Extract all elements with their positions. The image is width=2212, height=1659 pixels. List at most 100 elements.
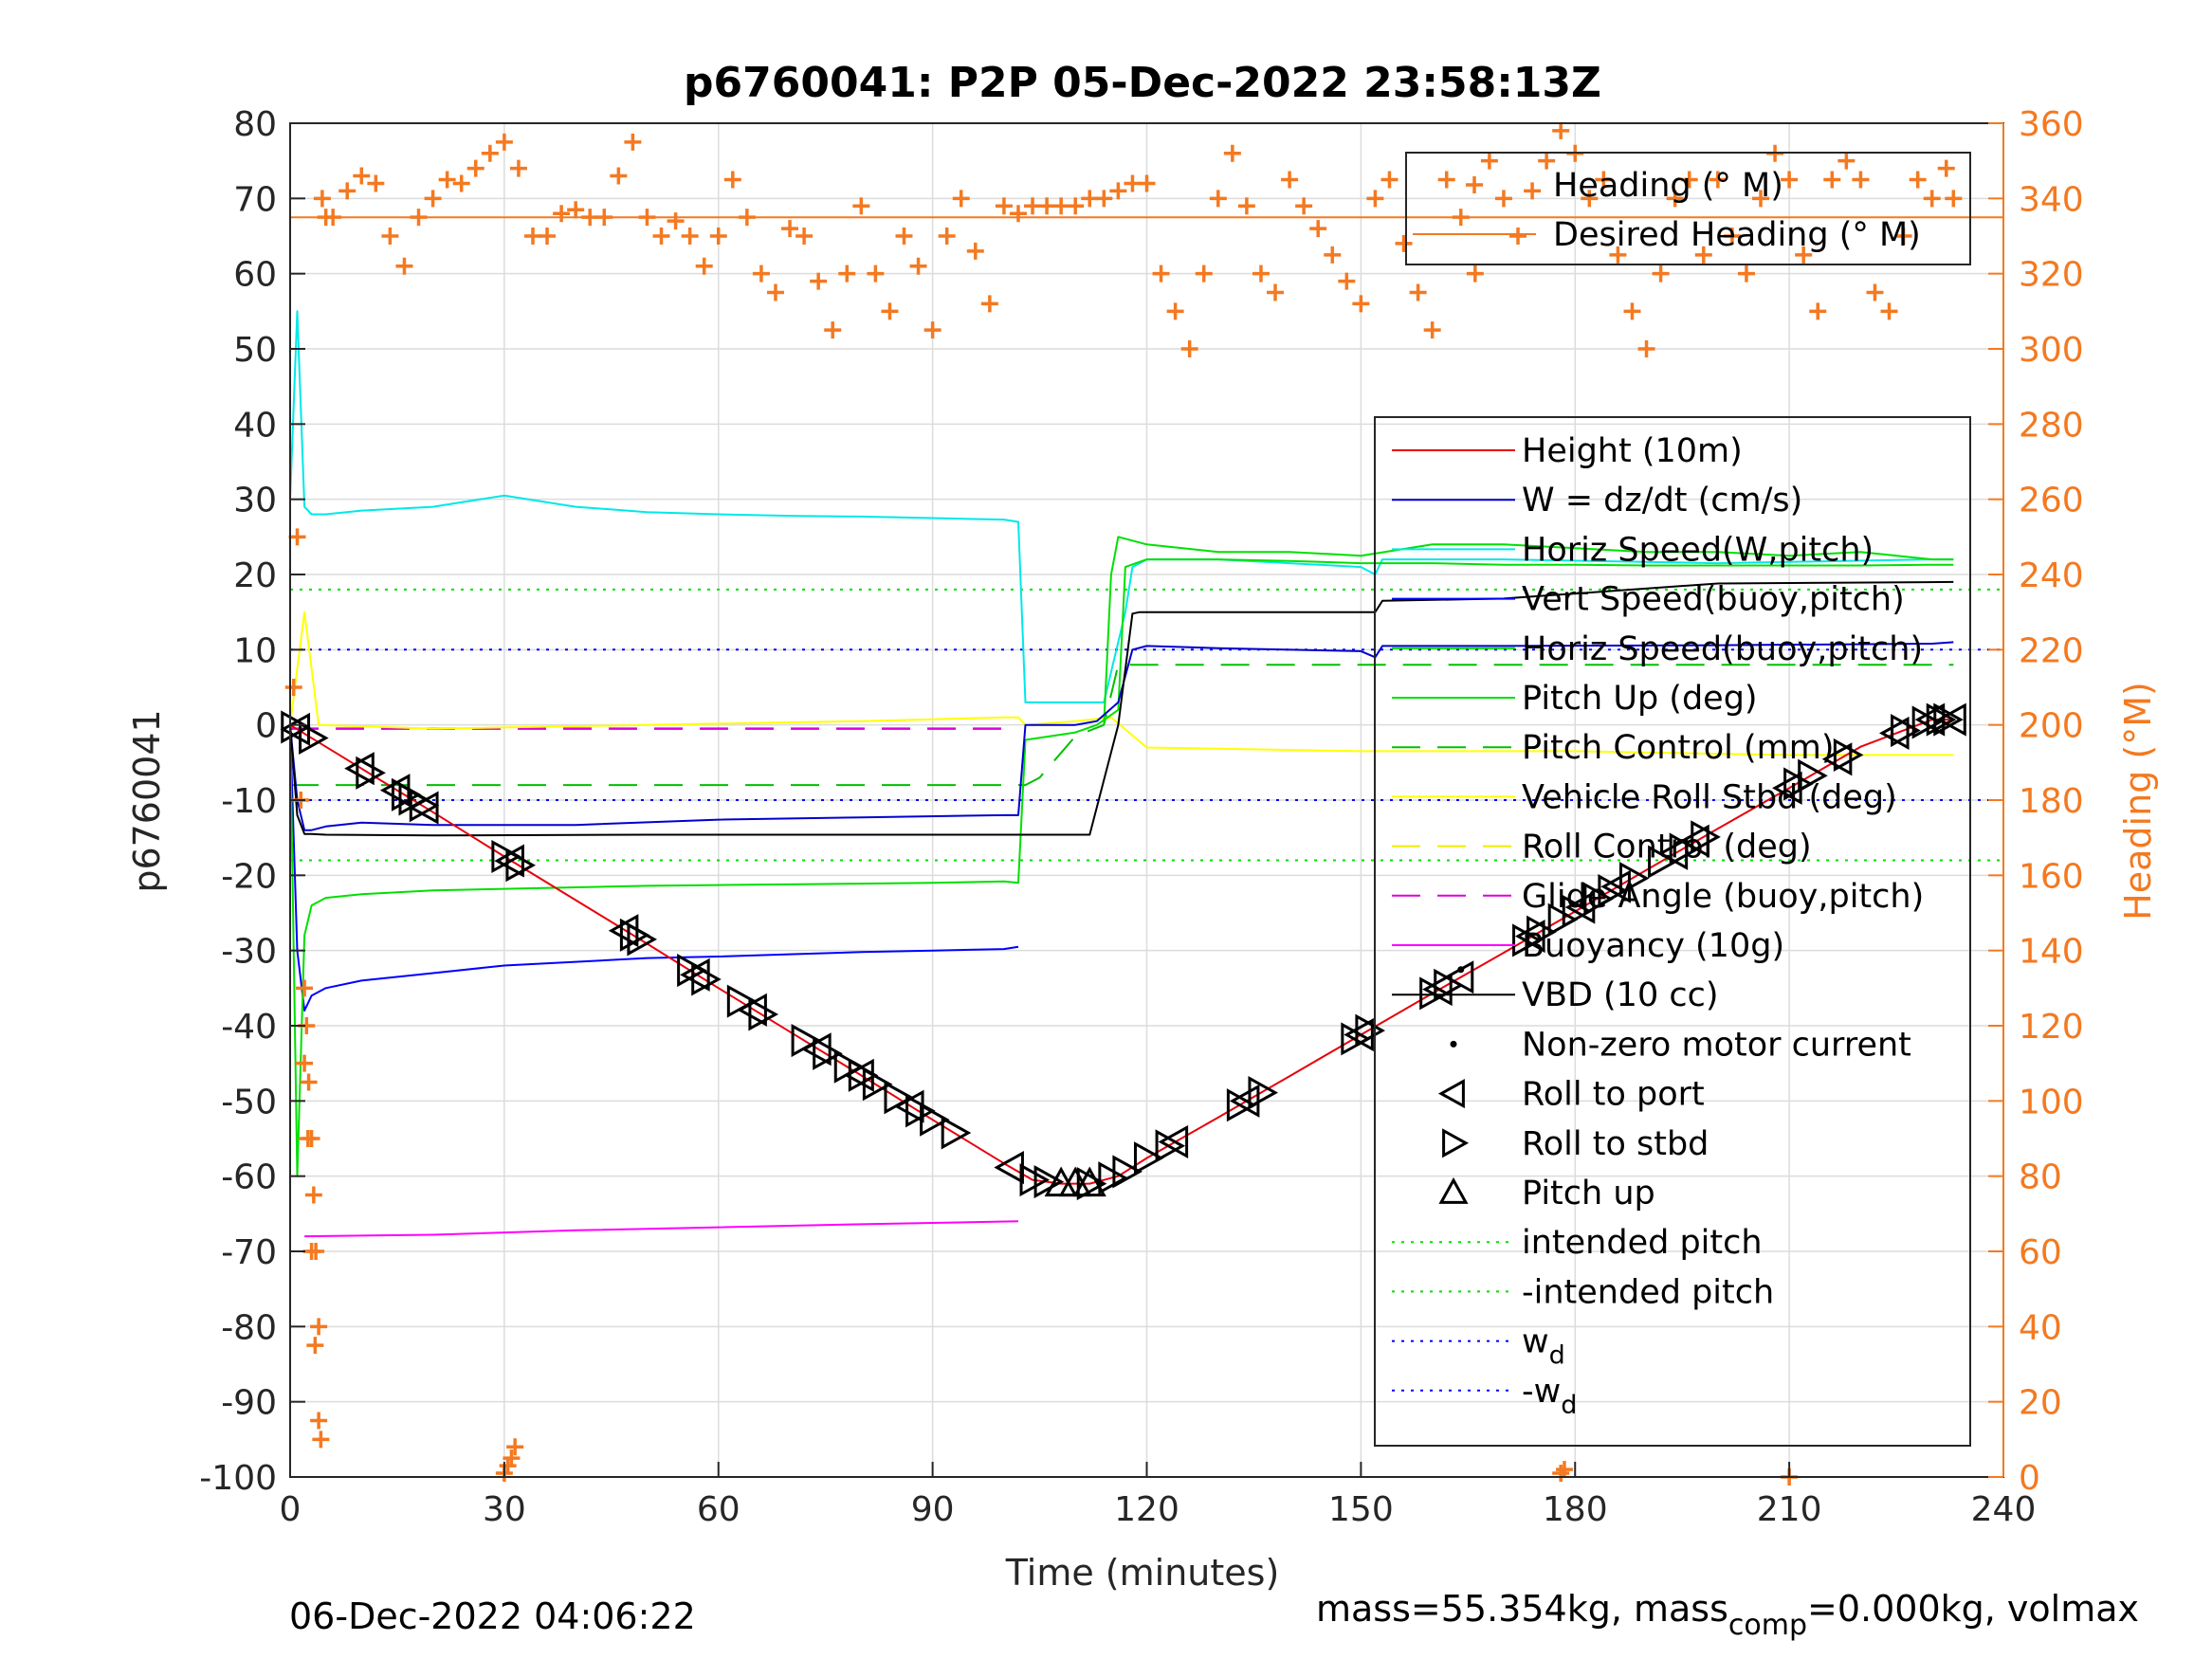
heading-point — [1209, 190, 1227, 208]
marker-tri-left — [494, 844, 524, 878]
heading-point — [1880, 302, 1898, 320]
heading-point — [1267, 283, 1285, 301]
x-tick-label: 120 — [1114, 1490, 1179, 1529]
series-w-dz-dt-cm-s — [289, 641, 1954, 831]
legend-entry: Vehicle Roll Stbd (deg) — [1522, 778, 1897, 816]
legend-entry-subscript: d — [1549, 1341, 1565, 1371]
legend-entry: Glide Angle (buoy,pitch) — [1522, 878, 1924, 916]
heading-point — [810, 272, 828, 290]
heading-point — [1437, 171, 1455, 189]
heading-outlier-point — [1552, 1465, 1570, 1483]
marker-tri-left — [1229, 1084, 1260, 1118]
heading-point — [867, 264, 885, 283]
marker-tri-right — [1547, 902, 1579, 937]
y2-tick-label: 360 — [2019, 105, 2084, 144]
heading-point — [1324, 246, 1342, 264]
series-vbd-10-cc — [289, 580, 1954, 837]
legend-entry-text: VBD (10 cc) — [1522, 976, 1719, 1014]
heading-point — [353, 167, 371, 185]
marker-tri-right — [1891, 713, 1921, 748]
heading-point — [1138, 174, 1156, 192]
heading-point — [1409, 283, 1427, 301]
y-tick-label: 50 — [233, 331, 277, 370]
heading-point — [1809, 302, 1827, 320]
heading-point — [852, 197, 870, 215]
heading-point — [367, 174, 385, 192]
y-tick-label: -50 — [221, 1083, 277, 1121]
y2-tick-label: 20 — [2019, 1384, 2062, 1423]
legend-entry: Pitch Up (deg) — [1522, 680, 1758, 718]
y2-tick-label: 280 — [2019, 406, 2084, 445]
marker-tri-right — [941, 1116, 972, 1150]
heading-point — [824, 321, 842, 339]
marker-tri-left — [801, 1032, 832, 1066]
legend-entry: Horiz Speed(buoy,pitch) — [1522, 630, 1923, 668]
y-tick-label: -70 — [221, 1233, 277, 1272]
heading-point — [306, 1337, 324, 1355]
heading-point — [652, 228, 670, 245]
y2-tick-label: 60 — [2019, 1233, 2062, 1272]
heading-outlier-point — [312, 1431, 330, 1449]
legend-entry-text: Pitch up — [1522, 1175, 1655, 1212]
x-tick-label: 60 — [697, 1490, 740, 1529]
heading-point — [681, 228, 699, 245]
marker-tri-left — [408, 791, 439, 825]
heading-point — [1009, 205, 1027, 223]
heading-point — [1595, 171, 1613, 189]
marker-tri-right — [1226, 1088, 1257, 1122]
legend-entry-text: Buoyancy (10g) — [1522, 927, 1784, 965]
marker-tri-right — [1598, 874, 1628, 908]
heading-point — [495, 133, 513, 151]
series-vehicle-roll-stbd-deg — [289, 611, 1954, 757]
heading-outlier-point — [310, 1318, 328, 1336]
heading-point — [1795, 246, 1813, 264]
marker-tri-left — [280, 712, 311, 746]
heading-legend-sample — [1466, 176, 1483, 193]
legend-entry: Roll to stbd — [1522, 1125, 1709, 1163]
y-tick-label: -30 — [221, 933, 277, 972]
x-tick-label: 90 — [911, 1490, 955, 1529]
y2-tick-label: 260 — [2019, 482, 2084, 520]
heading-point — [1124, 174, 1142, 192]
heading-point — [1309, 220, 1327, 238]
heading-point — [1024, 197, 1042, 215]
marker-tri-right — [491, 839, 521, 874]
heading-legend-entry: Heading (° M) — [1553, 167, 1783, 205]
x-tick-label: 180 — [1543, 1490, 1608, 1529]
heading-point — [1581, 190, 1599, 208]
marker-tri-up — [1072, 1166, 1106, 1197]
heading-point — [638, 209, 656, 227]
heading-point — [1623, 302, 1641, 320]
heading-legend-entry: Desired Heading (° M) — [1553, 216, 1921, 254]
heading-point — [980, 295, 998, 313]
heading-point — [1909, 171, 1927, 189]
marker-tri-left — [1422, 973, 1453, 1007]
y-tick-label: 60 — [233, 256, 277, 295]
marker-tri-right — [1098, 1161, 1128, 1195]
heading-point — [1923, 190, 1941, 208]
marker-tri-right — [1933, 702, 1964, 737]
y2-tick-label: 300 — [2019, 331, 2084, 370]
heading-point — [1823, 171, 1841, 189]
heading-point — [1281, 171, 1299, 189]
legend-entry-text: Roll to port — [1522, 1076, 1705, 1114]
heading-point — [410, 209, 428, 227]
heading-point — [1538, 152, 1556, 170]
series-height-10m — [289, 719, 1954, 1185]
heading-point — [1295, 197, 1313, 215]
heading-outlier-point — [503, 1449, 521, 1468]
heading-point — [624, 133, 642, 151]
heading-legend: Heading (° M) Desired Heading (° M) — [1405, 152, 1971, 265]
marker-tri-left — [379, 774, 411, 808]
marker-tri-left — [1772, 771, 1802, 805]
heading-outlier-point — [506, 1438, 524, 1456]
legend-entry-text: -w — [1522, 1373, 1561, 1411]
footer-mass: mass=55.354kg, masscomp=0.000kg, volmax — [1316, 1588, 2139, 1642]
heading-point — [1652, 264, 1670, 283]
heading-point — [1723, 228, 1741, 245]
footer-mass-prefix: mass=55.354kg, mass — [1316, 1588, 1728, 1630]
motor-current-dot — [1457, 966, 1465, 974]
y-tick-label: 30 — [233, 482, 277, 520]
